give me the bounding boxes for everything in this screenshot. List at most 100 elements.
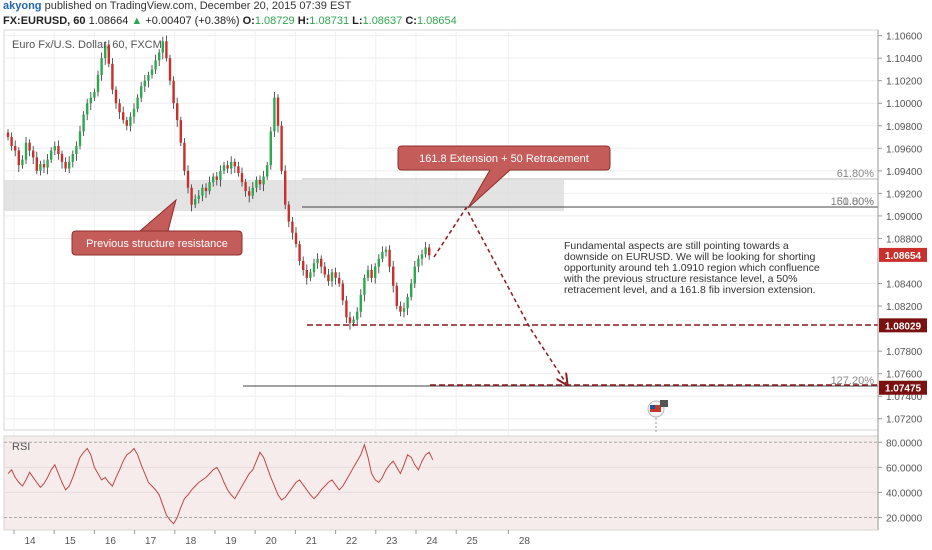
price-change: +0.00407 (+0.38%) <box>145 15 240 27</box>
candle-body <box>284 170 287 205</box>
flag-icon[interactable] <box>647 400 668 433</box>
candle-body <box>158 52 161 61</box>
time-axis[interactable]: 14 15 16 17 18 19 20 21 22 23 24 25 28 <box>13 530 530 547</box>
candle-body <box>381 251 384 259</box>
author-name[interactable]: akyong <box>3 0 42 12</box>
candle-body <box>161 41 164 53</box>
candle-body <box>64 161 67 169</box>
candle-body <box>237 166 240 174</box>
fib-1618-label: 161.80% <box>831 196 875 208</box>
candle-body <box>248 191 251 196</box>
candle-body <box>168 58 172 81</box>
candle-body <box>71 153 74 162</box>
price-axis[interactable]: 1.10600 1.10400 1.10200 1.10000 1.09800 1.096… <box>877 30 923 530</box>
x-tick-label: 14 <box>24 536 36 547</box>
y-tick-label: 1.09600 <box>886 144 923 155</box>
close-value: 1.08654 <box>416 15 457 27</box>
candle-body <box>143 80 146 87</box>
candle-body <box>392 266 395 286</box>
callout-extension[interactable] <box>397 145 611 209</box>
candle-body <box>356 311 359 320</box>
y-tick-label: 1.10200 <box>886 77 923 88</box>
up-arrow-icon: ▲ <box>131 15 143 27</box>
price-label-box <box>879 380 927 395</box>
rsi-grid <box>4 441 878 518</box>
candle-body <box>50 150 53 160</box>
rsi-axis[interactable]: 80.0000 60.0000 40.0000 20.0000 <box>878 438 923 524</box>
x-tick-label: 23 <box>386 536 398 547</box>
projection-path[interactable] <box>433 206 566 383</box>
candle-body <box>68 161 71 169</box>
rsi-tick-label: 40.0000 <box>886 488 923 499</box>
candle-body <box>17 150 20 166</box>
candle-body <box>114 89 118 104</box>
candle-body <box>107 44 110 64</box>
high-value: 1.08731 <box>309 15 350 27</box>
candle-body <box>255 179 258 188</box>
y-tick-label: 1.07800 <box>886 347 923 358</box>
x-tick-label: 15 <box>65 536 77 547</box>
y-tick-label: 1.07200 <box>886 415 923 426</box>
candle-body <box>60 153 64 162</box>
y-tick-label: 1.09200 <box>886 189 923 200</box>
candle-body <box>302 260 305 270</box>
candle-body <box>287 204 290 222</box>
candle-body <box>194 199 197 205</box>
candle-body <box>32 150 35 158</box>
candle-body <box>39 164 42 171</box>
candle-body <box>244 182 247 192</box>
x-tick-label: 21 <box>306 536 318 547</box>
low-label: L: <box>352 15 363 27</box>
y-tick-label: 1.08400 <box>886 280 923 291</box>
candle-body <box>399 306 402 312</box>
candle-body <box>417 258 420 267</box>
candle-body <box>276 97 280 126</box>
candle-body <box>395 285 398 307</box>
candle-body <box>262 176 265 185</box>
candle-body <box>204 187 208 192</box>
candles <box>6 35 431 330</box>
y-tick-label: 1.07600 <box>886 370 923 381</box>
candle-body <box>298 244 301 261</box>
callout-resistance-text: Previous structure resistance <box>86 238 228 250</box>
y-tick-label: 1.08800 <box>886 234 923 245</box>
candle-body <box>366 270 370 278</box>
rsi-line <box>7 443 434 525</box>
candle-body <box>312 263 316 273</box>
publish-info: akyong published on TradingView.com, Dec… <box>0 0 932 13</box>
chart-canvas[interactable]: 61.80% 50.00% 161.80% 127.20% 161.8 Exte… <box>0 28 932 550</box>
candle-body <box>294 232 298 245</box>
candle-body <box>118 103 121 113</box>
rsi-tick-label: 20.0000 <box>886 513 923 524</box>
price-label: 1.08029 <box>885 321 922 332</box>
price-label: 1.07475 <box>885 384 922 395</box>
candle-body <box>89 97 92 104</box>
candle-body <box>320 258 323 267</box>
open-value: 1.08729 <box>254 15 295 27</box>
candle-body <box>269 131 272 166</box>
candle-body <box>111 63 114 90</box>
candle-body <box>406 297 409 309</box>
candle-body <box>24 142 28 160</box>
close-label: C: <box>405 15 417 27</box>
candle-body <box>165 41 168 59</box>
candle-body <box>222 165 226 171</box>
low-value: 1.08637 <box>362 15 403 27</box>
candle-body <box>428 247 431 256</box>
candle-body <box>186 170 190 188</box>
candle-body <box>370 270 373 278</box>
candle-body <box>42 164 46 168</box>
candle-body <box>179 120 182 143</box>
candle-body <box>172 80 175 104</box>
candle-body <box>273 97 276 132</box>
candle-body <box>78 131 82 147</box>
callout-resistance[interactable] <box>71 198 243 256</box>
fib-618-label: 61.80% <box>837 168 875 180</box>
candle-body <box>75 146 78 154</box>
candle-body <box>420 254 424 259</box>
price-label-box <box>879 247 927 262</box>
candle-body <box>104 44 107 59</box>
fib-50-label: 50.00% <box>837 196 875 208</box>
candle-body <box>35 157 38 171</box>
candle-body <box>240 173 244 183</box>
